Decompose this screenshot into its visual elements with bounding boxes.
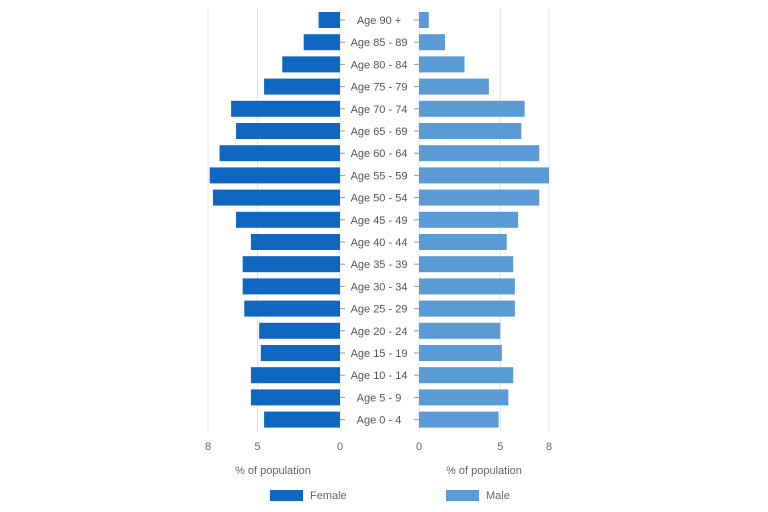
- legend-label-female: Female: [310, 490, 347, 502]
- female-bar-6: [219, 145, 340, 162]
- age-group-label-6: Age 60 - 64: [351, 148, 408, 160]
- age-group-label-13: Age 25 - 29: [351, 304, 408, 316]
- female-bar-10: [250, 234, 340, 250]
- male-bar-5: [419, 123, 522, 139]
- x-tick-label-female-1: 5: [254, 441, 260, 453]
- age-group-label-4: Age 70 - 74: [351, 104, 408, 116]
- male-bar-12: [419, 278, 515, 295]
- female-bar-3: [264, 78, 340, 95]
- age-group-label-8: Age 50 - 54: [351, 193, 408, 205]
- legend-swatch-male: [446, 490, 479, 501]
- legend-swatch-female: [270, 490, 303, 501]
- male-bar-16: [419, 367, 514, 384]
- age-group-label-0: Age 90 +: [357, 15, 401, 27]
- age-group-label-10: Age 40 - 44: [351, 237, 408, 249]
- age-group-label-9: Age 45 - 49: [351, 215, 408, 227]
- legend: Female Male: [270, 490, 510, 502]
- female-bar-15: [260, 345, 340, 361]
- x-tick-label-female-2: 0: [337, 441, 343, 453]
- female-bar-2: [282, 56, 340, 73]
- age-group-label-7: Age 55 - 59: [351, 170, 408, 182]
- age-group-label-5: Age 65 - 69: [351, 126, 408, 138]
- male-series: [419, 12, 549, 428]
- female-bar-14: [259, 322, 340, 339]
- female-bar-16: [250, 367, 340, 384]
- male-bar-2: [419, 56, 465, 73]
- male-bar-15: [419, 345, 502, 361]
- male-bar-9: [419, 211, 519, 228]
- age-group-label-1: Age 85 - 89: [351, 37, 408, 49]
- legend-label-male: Male: [486, 490, 510, 502]
- female-bar-18: [264, 411, 340, 428]
- age-group-label-17: Age 5 - 9: [357, 392, 402, 404]
- female-bar-17: [250, 389, 340, 406]
- male-bar-18: [419, 411, 499, 428]
- male-bar-17: [419, 389, 509, 406]
- age-group-label-15: Age 15 - 19: [351, 348, 408, 360]
- female-bar-12: [242, 278, 340, 295]
- age-group-label-16: Age 10 - 14: [351, 370, 408, 382]
- female-bar-4: [231, 100, 340, 117]
- age-group-label-12: Age 30 - 34: [351, 281, 408, 293]
- female-bar-7: [209, 167, 340, 184]
- male-bar-0: [419, 12, 429, 28]
- x-tick-label-male-2: 8: [546, 441, 552, 453]
- x-axis-ticks: 8 5 0 0 5 8: [205, 441, 552, 453]
- x-axis-title-female: % of population: [235, 465, 311, 477]
- male-bar-3: [419, 78, 489, 95]
- age-group-label-3: Age 75 - 79: [351, 82, 408, 94]
- x-tick-label-female-0: 8: [205, 441, 211, 453]
- female-series: [209, 12, 340, 428]
- male-bar-4: [419, 100, 525, 117]
- age-group-label-2: Age 80 - 84: [351, 59, 408, 71]
- x-axis-title-male: % of population: [446, 465, 522, 477]
- x-tick-label-male-1: 5: [497, 441, 503, 453]
- male-bar-1: [419, 34, 445, 51]
- x-tick-label-male-0: 0: [416, 441, 422, 453]
- female-bar-13: [244, 300, 340, 317]
- male-bar-11: [419, 256, 514, 273]
- age-group-label-11: Age 35 - 39: [351, 259, 408, 271]
- female-bar-0: [318, 12, 340, 28]
- male-bar-8: [419, 189, 540, 206]
- age-group-label-14: Age 20 - 24: [351, 326, 408, 338]
- male-bar-7: [419, 167, 549, 184]
- female-bar-8: [212, 189, 340, 206]
- male-bar-6: [419, 145, 540, 162]
- male-bar-13: [419, 300, 515, 317]
- female-bar-5: [236, 123, 340, 139]
- age-group-label-18: Age 0 - 4: [357, 415, 402, 427]
- age-group-labels: Age 90 + Age 85 - 89 Age 80 - 84 Age 75 - 7…: [340, 15, 419, 427]
- male-bar-10: [419, 234, 507, 250]
- male-bar-14: [419, 322, 501, 339]
- female-bar-9: [236, 211, 340, 228]
- female-bar-11: [242, 256, 340, 273]
- female-bar-1: [303, 34, 340, 51]
